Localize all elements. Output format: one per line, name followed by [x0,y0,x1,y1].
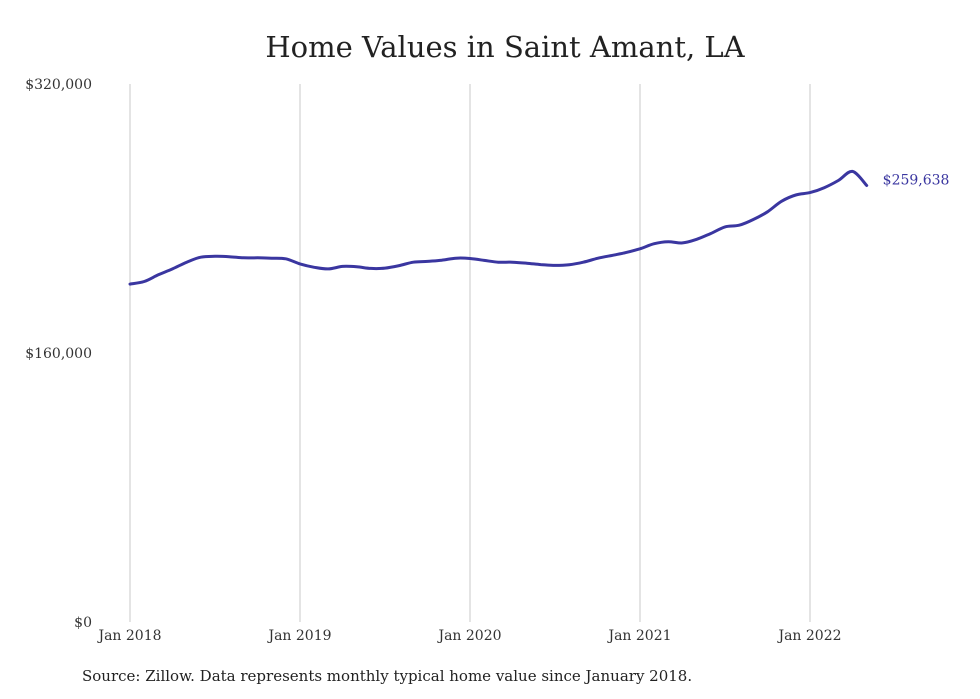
gridlines [129,84,811,622]
x-tick-label: Jan 2022 [776,628,841,644]
source-note: Source: Zillow. Data represents monthly … [82,667,693,685]
y-tick-label: $0 [74,615,92,631]
y-tick-label: $160,000 [25,346,92,362]
x-axis-ticks: Jan 2018 Jan 2019 Jan 2020 Jan 2021 Jan 2022 [96,628,841,644]
x-tick-label: Jan 2021 [606,628,671,644]
y-axis-ticks: $0 $160,000 $320,000 [25,77,92,631]
x-tick-label: Jan 2019 [266,628,331,644]
series-line [128,169,869,286]
y-tick-label: $320,000 [25,77,92,93]
x-tick-label: Jan 2018 [96,628,161,644]
end-value-label: $259,638 [883,172,950,188]
x-tick-label: Jan 2020 [436,628,501,644]
series-layer [128,169,869,286]
chart-title: Home Values in Saint Amant, LA [265,30,745,64]
line-chart: $0$160,000$320,000 Jan 2018 Jan 2019 Jan 2… [25,77,950,644]
end-label-layer: $259,638 [883,172,950,188]
